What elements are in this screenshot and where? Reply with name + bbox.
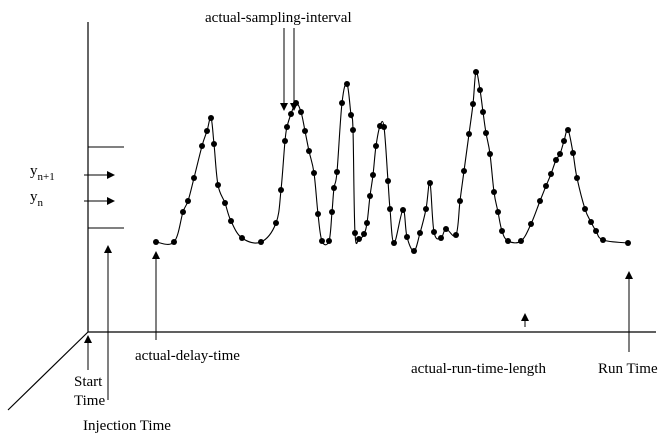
sample-point — [282, 138, 288, 144]
depth-axis — [7, 331, 89, 411]
sample-point — [356, 236, 362, 242]
sample-point — [499, 228, 505, 234]
sample-point — [461, 168, 467, 174]
sample-point — [470, 101, 476, 107]
sample-point — [561, 138, 567, 144]
sample-point — [273, 220, 279, 226]
sample-point — [537, 198, 543, 204]
sample-point — [574, 175, 580, 181]
sample-point — [298, 109, 304, 115]
sample-point — [457, 198, 463, 204]
sample-point — [491, 189, 497, 195]
sample-point — [391, 240, 397, 246]
sample-point — [417, 230, 423, 236]
sample-point — [423, 206, 429, 212]
sample-point — [199, 143, 205, 149]
sample-point — [370, 172, 376, 178]
sample-point — [518, 238, 524, 244]
sample-point — [364, 220, 370, 226]
sample-point — [311, 170, 317, 176]
sample-point — [600, 237, 606, 243]
sample-point — [385, 178, 391, 184]
sample-point — [352, 230, 358, 236]
sample-point — [278, 187, 284, 193]
sample-point — [331, 185, 337, 191]
sample-point — [427, 180, 433, 186]
y-lower-label: yn — [30, 189, 44, 209]
sample-point — [548, 171, 554, 177]
y-upper-subscript: n+1 — [38, 171, 55, 183]
sample-point — [443, 226, 449, 232]
sample-point — [204, 128, 210, 134]
sample-point — [381, 124, 387, 130]
sample-point — [334, 169, 340, 175]
sample-point — [557, 151, 563, 157]
sample-point — [473, 69, 479, 75]
sample-point — [208, 115, 214, 121]
sample-point — [565, 127, 571, 133]
sample-point — [487, 151, 493, 157]
y-upper-label: yn+1 — [30, 163, 55, 183]
sample-point — [361, 231, 367, 237]
sample-point — [329, 209, 335, 215]
sample-point — [258, 239, 264, 245]
sample-point — [288, 111, 294, 117]
sample-point — [344, 81, 350, 87]
sample-point — [153, 239, 159, 245]
sample-point — [215, 182, 221, 188]
actual-delay-time-label: actual-delay-time — [135, 348, 240, 364]
sample-point — [553, 157, 559, 163]
sample-point — [348, 112, 354, 118]
actual-sampling-interval-label: actual-sampling-interval — [205, 10, 352, 26]
sample-point — [222, 200, 228, 206]
sample-point — [400, 207, 406, 213]
sample-point — [480, 109, 486, 115]
sample-point — [528, 221, 534, 227]
sample-point — [367, 193, 373, 199]
y-lower-subscript: n — [38, 197, 44, 209]
sample-point — [431, 229, 437, 235]
sample-point — [588, 219, 594, 225]
sample-point — [326, 238, 332, 244]
sample-points — [153, 69, 631, 254]
sample-point — [306, 148, 312, 154]
sample-point — [191, 175, 197, 181]
sample-point — [570, 150, 576, 156]
sample-point — [625, 240, 631, 246]
sample-point — [438, 235, 444, 241]
actual-run-time-length-label: actual-run-time-length — [411, 361, 546, 377]
sample-point — [543, 183, 549, 189]
sample-point — [319, 238, 325, 244]
sample-point — [411, 248, 417, 254]
sample-point — [185, 198, 191, 204]
sample-point — [453, 232, 459, 238]
sample-point — [593, 228, 599, 234]
sample-point — [387, 206, 393, 212]
sample-point — [466, 131, 472, 137]
sample-point — [477, 87, 483, 93]
sample-point — [284, 124, 290, 130]
run-time-label: Run Time — [598, 361, 658, 377]
start-time-label-line2: Time — [74, 393, 105, 409]
sample-point — [239, 235, 245, 241]
sample-point — [228, 218, 234, 224]
y-upper-base: y — [30, 163, 38, 179]
sample-point — [339, 100, 345, 106]
sample-point — [350, 127, 356, 133]
sample-point — [180, 209, 186, 215]
sample-point — [315, 211, 321, 217]
sample-point — [495, 209, 501, 215]
sample-point — [582, 206, 588, 212]
y-lower-base: y — [30, 189, 38, 205]
sample-point — [211, 141, 217, 147]
sample-point — [302, 128, 308, 134]
sample-point — [373, 143, 379, 149]
start-time-label-line1: Start — [74, 374, 103, 390]
injection-time-label: Injection Time — [83, 418, 171, 434]
sample-point — [483, 130, 489, 136]
sample-point — [404, 234, 410, 240]
sample-point — [505, 238, 511, 244]
sample-point — [171, 239, 177, 245]
